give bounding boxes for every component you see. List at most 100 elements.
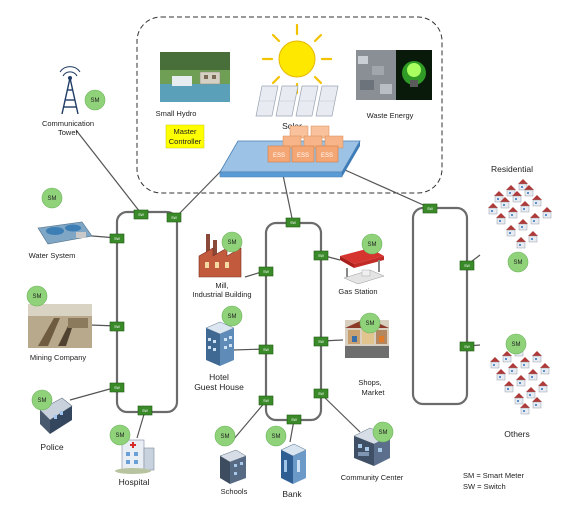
switches: SW SW SW SW SW SW SW SW SW SW SW SW SW S… — [109, 203, 475, 425]
svg-text:SW: SW — [291, 418, 297, 422]
house-icon — [528, 231, 538, 243]
svg-text:SM: SM — [379, 430, 388, 436]
mill-building-icon — [198, 234, 242, 278]
house-icon — [538, 381, 548, 393]
ess-label: ESS — [321, 153, 333, 159]
police-building-icon — [39, 397, 73, 434]
svg-text:SM: SM — [116, 433, 125, 439]
house-icon — [488, 203, 498, 215]
water-system-label: Water System — [29, 251, 76, 260]
switch: SW — [109, 321, 125, 332]
switch: SW — [313, 250, 329, 261]
switch: SW — [286, 414, 302, 425]
house-icon — [504, 381, 514, 393]
svg-text:SM: SM — [221, 434, 230, 440]
ess-label: ESS — [297, 153, 309, 159]
house-icon — [506, 225, 516, 237]
shops-label-line1: Shops, — [358, 378, 381, 387]
smart-meter-badge: SM — [221, 305, 243, 327]
svg-text:SM: SM — [228, 240, 237, 246]
smart-meter-badge: SM — [84, 89, 106, 111]
svg-text:SW: SW — [138, 213, 144, 217]
house-icon — [540, 363, 550, 375]
small-hydro-label: Small Hydro — [156, 109, 197, 118]
house-icon — [508, 207, 518, 219]
switch: SW — [258, 344, 274, 355]
smart-meter-badge: SM — [265, 425, 287, 447]
hotel-building-icon — [205, 321, 235, 366]
svg-text:SW: SW — [171, 216, 177, 220]
smart-meter-badge: SM — [372, 421, 394, 443]
smart-meter-badges: SM SM SM SM SM SM SM SM SM SM SM SM SM SM — [26, 89, 529, 447]
svg-text:SW: SW — [318, 340, 324, 344]
switch: SW — [459, 260, 475, 271]
master-controller-box — [165, 124, 205, 149]
house-icon — [500, 197, 510, 209]
master-controller-label-line2: Controller — [169, 137, 202, 146]
residential-label: Residential — [491, 164, 533, 174]
house-icon — [508, 363, 518, 375]
svg-text:SM: SM — [38, 398, 47, 404]
left-bus-loop — [115, 210, 179, 414]
smart-meter-badge: SM — [41, 187, 63, 209]
switch: SW — [166, 212, 182, 223]
switch: SW — [258, 395, 274, 406]
mill-label-line2: Industrial Building — [192, 290, 251, 299]
bank-building-icon — [280, 443, 307, 484]
community-center-label: Community Center — [341, 473, 404, 482]
svg-text:SW: SW — [263, 348, 269, 352]
house-icon — [532, 195, 542, 207]
svg-text:SM: SM — [91, 98, 100, 104]
others-label: Others — [504, 429, 530, 439]
svg-text:SW: SW — [114, 386, 120, 390]
svg-text:SM: SM — [48, 196, 57, 202]
switch: SW — [258, 266, 274, 277]
smart-meter-badge: SM — [505, 333, 527, 355]
svg-text:SM: SM — [514, 260, 523, 266]
smart-meter-badge: SM — [361, 233, 383, 255]
small-hydro-image — [160, 52, 230, 102]
svg-text:SM: SM — [368, 242, 377, 248]
waste-energy-image — [356, 50, 432, 100]
svg-text:SM: SM — [272, 434, 281, 440]
house-icon — [530, 213, 540, 225]
hospital-building-icon — [115, 439, 155, 474]
hospital-label: Hospital — [119, 477, 150, 487]
bank-label: Bank — [282, 489, 302, 499]
house-icon — [532, 397, 542, 409]
house-icon — [520, 201, 530, 213]
svg-text:SW: SW — [263, 399, 269, 403]
mining-company-label: Mining Company — [30, 353, 87, 362]
smart-meter-badge: SM — [359, 312, 381, 334]
waste-energy-label: Waste Energy — [367, 111, 414, 120]
svg-text:SM: SM — [33, 294, 42, 300]
svg-text:SW: SW — [263, 270, 269, 274]
smart-meter-badge: SM — [221, 231, 243, 253]
communication-tower-icon — [59, 66, 81, 115]
legend-switch: SW = Switch — [463, 482, 506, 491]
master-controller-label-line1: Master — [174, 127, 197, 136]
house-icon — [532, 351, 542, 363]
house-icon — [520, 403, 530, 415]
house-icon — [496, 213, 506, 225]
svg-text:SW: SW — [427, 207, 433, 211]
house-icon — [526, 387, 536, 399]
svg-text:SW: SW — [318, 254, 324, 258]
generation-boundary — [136, 16, 443, 194]
house-icon — [518, 219, 528, 231]
switch: SW — [422, 203, 438, 214]
smart-meter-badge: SM — [109, 424, 131, 446]
house-icon — [496, 369, 506, 381]
smart-meter-badge: SM — [214, 425, 236, 447]
police-label: Police — [40, 442, 63, 452]
hotel-label-line1: Hotel — [209, 372, 229, 382]
solar-panels-icon — [255, 85, 339, 117]
switch: SW — [313, 388, 329, 399]
house-icon — [542, 207, 552, 219]
svg-text:SW: SW — [318, 392, 324, 396]
school-building-icon — [219, 449, 247, 484]
water-system-icon — [37, 221, 93, 245]
shops-label-line2: Market — [362, 388, 386, 397]
house-icon — [490, 357, 500, 369]
